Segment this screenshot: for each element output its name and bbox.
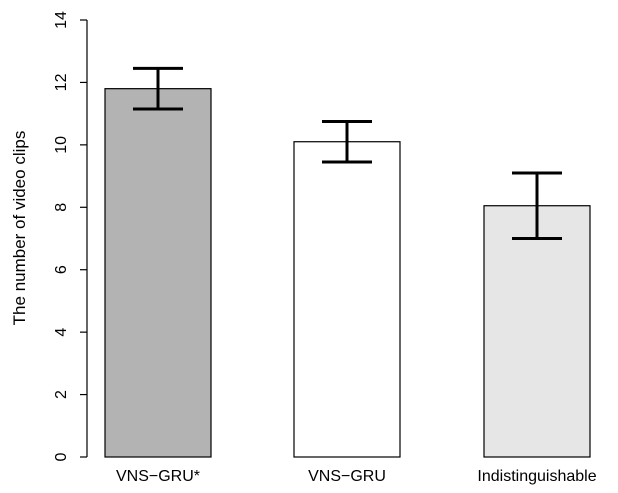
x-tick-label: VNS−GRU [308,468,386,485]
y-tick-label: 6 [53,265,70,274]
x-tick-labels: VNS−GRU* VNS−GRU Indistinguishable [116,468,597,485]
error-bars [133,66,562,240]
bar-1 [293,141,401,458]
x-tick-label: Indistinguishable [477,468,596,485]
bar-2 [483,205,591,458]
y-axis: 0 2 4 6 8 10 12 14 [53,11,88,461]
y-tick-label: 12 [53,73,70,91]
y-axis-label: The number of video clips [10,131,29,326]
y-tick-label: 2 [53,390,70,399]
x-tick-label: VNS−GRU* [116,468,200,485]
y-tick-label: 8 [53,203,70,212]
error-bar-1 [322,119,372,164]
error-bar-0 [133,66,183,111]
y-tick-label: 4 [53,328,70,337]
error-bar-2 [512,171,562,240]
y-tick-label: 14 [53,11,70,29]
y-tick-label: 10 [53,136,70,154]
bar-0 [104,88,212,458]
bars [104,88,591,458]
y-tick-label: 0 [53,452,70,461]
